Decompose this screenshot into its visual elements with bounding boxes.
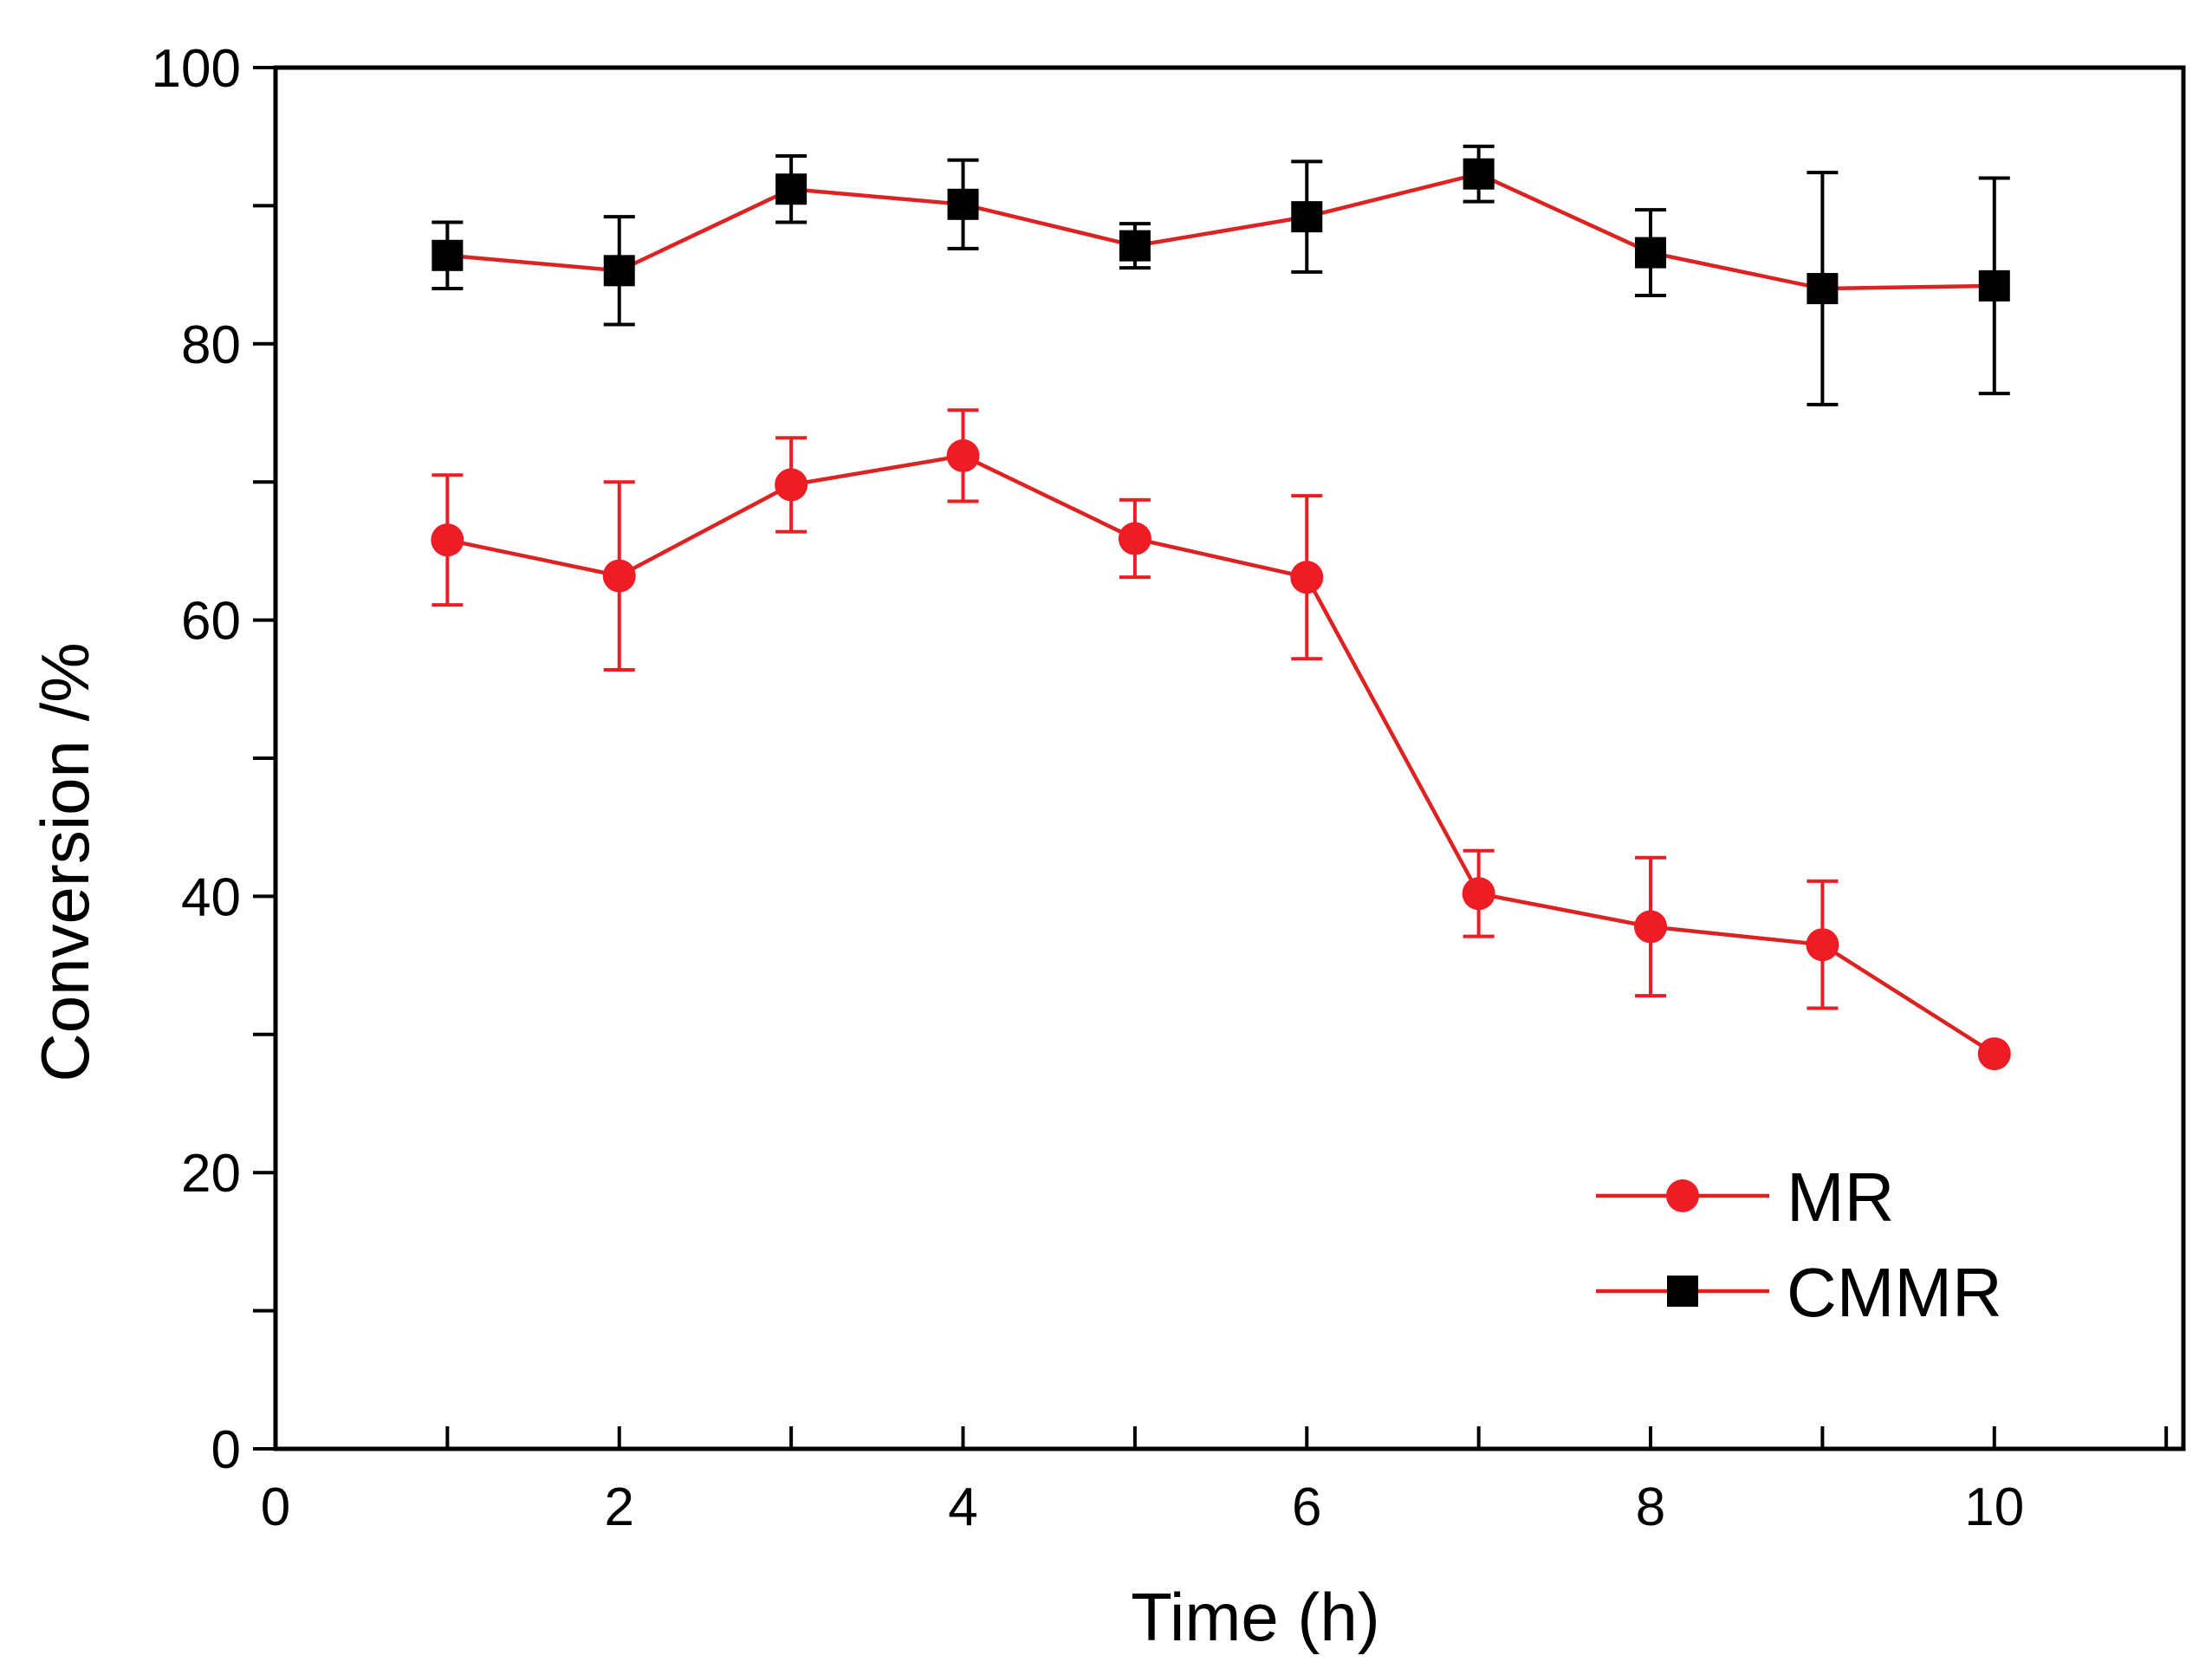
- x-tick-label: 4: [948, 1477, 977, 1537]
- marker-mr: [1290, 561, 1324, 594]
- marker-cmmr: [431, 239, 464, 271]
- marker-cmmr: [775, 173, 808, 205]
- legend: MR CMMR: [1596, 1159, 2002, 1331]
- legend-label-cmmr: CMMR: [1787, 1254, 2002, 1331]
- marker-cmmr: [947, 188, 979, 220]
- y-axis-title: Conversion /%: [27, 642, 103, 1081]
- marker-mr: [1634, 910, 1668, 944]
- x-tick-label: 2: [605, 1477, 634, 1537]
- marker-cmmr: [1119, 230, 1151, 262]
- legend-marker-mr: [1666, 1179, 1699, 1212]
- marker-mr: [1462, 877, 1495, 911]
- marker-mr: [602, 559, 636, 593]
- y-tick-label: 0: [211, 1420, 241, 1480]
- x-axis-title: Time (h): [1131, 1579, 1379, 1655]
- marker-mr: [431, 523, 464, 557]
- y-tick-label: 80: [181, 315, 241, 375]
- y-tick-label: 100: [152, 39, 241, 99]
- y-tick-label: 40: [181, 867, 241, 927]
- series-lines: [446, 172, 1995, 1056]
- marker-mr: [946, 438, 980, 472]
- marker-cmmr: [1463, 158, 1495, 190]
- legend-label-mr: MR: [1787, 1159, 1894, 1236]
- y-tick-label: 20: [181, 1144, 241, 1204]
- marker-cmmr: [603, 255, 635, 287]
- marker-mr: [1118, 522, 1151, 555]
- series-line-cmmr: [447, 172, 1995, 291]
- x-tick-label: 6: [1292, 1477, 1321, 1537]
- axes: [273, 65, 2186, 1451]
- marker-cmmr: [1807, 273, 1839, 305]
- series-line-mr: [446, 453, 1995, 1056]
- plot-frame: [273, 65, 2186, 1451]
- marker-cmmr: [1978, 269, 2010, 302]
- error-bars: [431, 144, 2010, 1010]
- x-tick-label: 0: [261, 1477, 290, 1537]
- legend-marker-cmmr: [1667, 1276, 1698, 1307]
- marker-cmmr: [1635, 237, 1667, 269]
- marker-cmmr: [1291, 201, 1323, 233]
- marker-mr: [775, 468, 808, 502]
- marker-mr: [1977, 1037, 2011, 1071]
- y-tick-label: 60: [181, 592, 241, 652]
- x-tick-label: 10: [1964, 1477, 2024, 1537]
- data-markers: [431, 158, 2011, 1071]
- marker-mr: [1806, 928, 1839, 962]
- x-tick-label: 8: [1636, 1477, 1665, 1537]
